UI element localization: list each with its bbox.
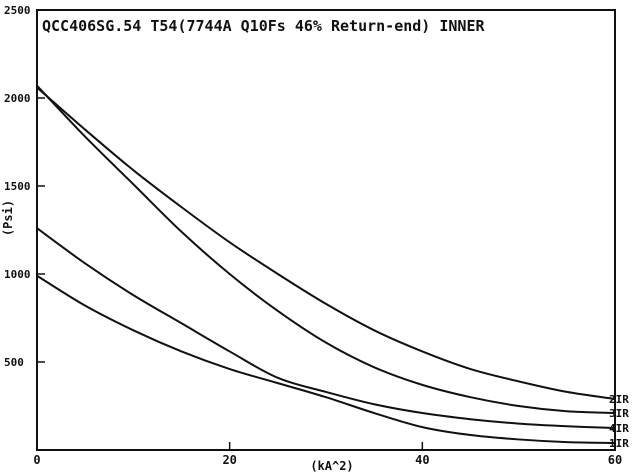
series-label-3ir: 3IR [609,407,629,420]
series-label-2ir: 2IR [609,393,629,406]
series-line-2ir [36,86,616,400]
x-tick-label: 60 [608,453,622,467]
series-line-4ir [36,227,616,429]
plot-frame [36,9,616,451]
y-tick-label: 2000 [4,92,31,105]
chart-title: QCC406SG.54 T54(7744A Q10Fs 46% Return-e… [42,17,485,35]
series-line-1ir [36,274,616,444]
y-axis-label: (Psi) [1,200,15,236]
series-label-4ir: 4IR [609,422,629,435]
axes [36,9,616,451]
y-tick-label: 500 [4,356,24,369]
x-axis-label: (kA^2) [310,459,353,473]
y-tick-label: 1000 [4,268,31,281]
x-tick-label: 20 [222,453,236,467]
tick-labels: 0 20 40 60 500 1000 1500 2000 2500 [4,4,622,467]
x-tick-label: 0 [33,453,40,467]
series-label-1ir: 1IR [609,437,629,450]
y-tick-label: 1500 [4,180,31,193]
y-tick-label: 2500 [4,4,31,17]
x-tick-label: 40 [415,453,429,467]
series-line-3ir [36,84,616,415]
